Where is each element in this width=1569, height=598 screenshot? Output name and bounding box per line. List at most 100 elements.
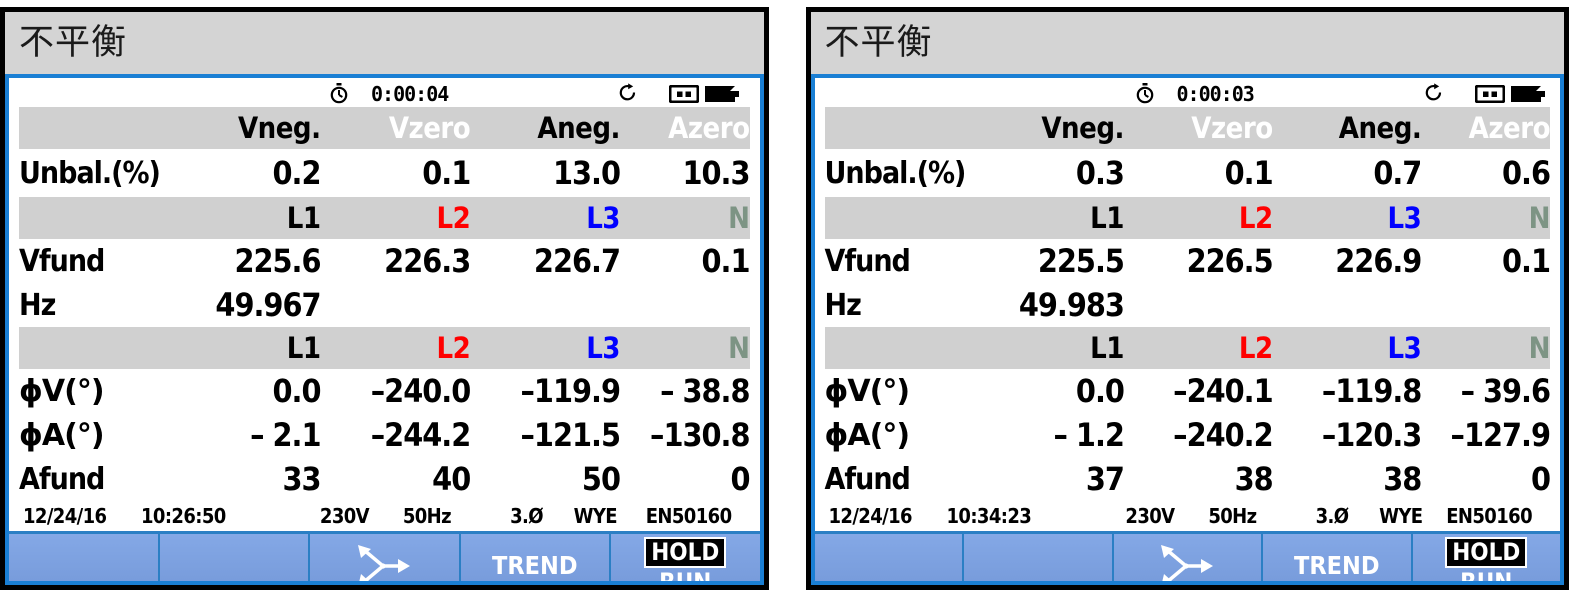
row-label-afund: Afund xyxy=(19,461,105,497)
unbal-vzero-value: 0.1 xyxy=(1224,154,1274,192)
info-wiring: WYE xyxy=(573,504,618,528)
softkey-2[interactable] xyxy=(964,534,1114,581)
softkey-trend-label: TREND xyxy=(1293,551,1380,580)
hdr-vzero: Vzero xyxy=(388,111,471,145)
run-label: RUN xyxy=(1460,568,1513,585)
phiv-n-value: – 38.8 xyxy=(660,372,750,410)
table-row-unbal: Unbal.(%) 0.2 0.1 13.0 10.3 xyxy=(19,149,750,197)
unbal-vneg-value: 0.3 xyxy=(1075,154,1125,192)
row-label-phia: ϕA(°) xyxy=(19,417,105,453)
stopwatch-icon xyxy=(329,83,349,104)
vfund-n-value: 0.1 xyxy=(701,242,751,280)
phase2-blank xyxy=(19,327,171,369)
hz-l3-value xyxy=(1273,283,1422,327)
info-nominal-frequency: 50Hz xyxy=(1208,504,1257,528)
info-date: 12/24/16 xyxy=(828,504,913,528)
afund-l2-value: 38 xyxy=(1234,460,1274,498)
status-strip: 0:00:03 xyxy=(825,81,1551,107)
phiv-l1-value: 0.0 xyxy=(272,372,322,410)
table-row-unbal: Unbal.(%) 0.3 0.1 0.7 0.6 xyxy=(824,149,1551,197)
phase-header-row-2: L1 L2 L3 N xyxy=(824,327,1550,369)
softkey-hold-run[interactable]: HOLD RUN xyxy=(1412,534,1560,585)
phia-l3-value: –121.5 xyxy=(520,416,621,454)
info-nominal-frequency: 50Hz xyxy=(402,504,452,528)
phia-n-value: –127.9 xyxy=(1450,416,1551,454)
elapsed-timer: 0:00:03 xyxy=(1176,82,1255,106)
phase2-l2: L2 xyxy=(1238,331,1273,365)
memory-card-icon xyxy=(1474,85,1505,103)
vfund-l1-value: 225.6 xyxy=(234,242,321,280)
phase2-l2: L2 xyxy=(436,331,471,365)
afund-l1-value: 37 xyxy=(1085,460,1125,498)
softkey-trend[interactable]: TREND xyxy=(460,534,611,581)
phia-l1-value: – 1.2 xyxy=(1053,416,1125,454)
phia-l2-value: –244.2 xyxy=(370,416,471,454)
table-row-phiv: ϕV(°) 0.0 –240.0 –119.9 – 38.8 xyxy=(19,369,750,413)
table-row-hz: Hz 49.967 xyxy=(19,283,750,327)
softkey-2[interactable] xyxy=(159,534,310,581)
softkey-1[interactable] xyxy=(9,534,160,581)
softkey-phasor[interactable] xyxy=(310,534,461,581)
row-label-unbal: Unbal.(%) xyxy=(824,155,967,191)
afund-l3-value: 38 xyxy=(1383,460,1422,498)
window-titlebar-left: 不平衡 xyxy=(5,12,764,74)
vfund-l3-value: 226.7 xyxy=(533,242,621,280)
row-label-vfund: Vfund xyxy=(19,243,105,279)
softkey-trend[interactable]: TREND xyxy=(1263,534,1413,581)
hold-label: HOLD xyxy=(1445,537,1528,568)
softkey-bar: TREND HOLD RUN xyxy=(9,531,760,581)
unbal-aneg-value: 0.7 xyxy=(1373,154,1422,192)
phase2-l3: L3 xyxy=(586,331,620,365)
phiv-l3-value: –119.9 xyxy=(520,372,621,410)
battery-full-icon xyxy=(705,84,743,104)
table-row-hz: Hz 49.983 xyxy=(824,283,1550,327)
info-time: 10:34:23 xyxy=(946,504,1032,528)
afund-l2-value: 40 xyxy=(432,460,471,498)
unbal-vneg-value: 0.2 xyxy=(272,154,322,192)
table-row-vfund: Vfund 225.5 226.5 226.9 0.1 xyxy=(824,239,1551,283)
phase-header-row-2: L1 L2 L3 N xyxy=(19,327,750,369)
row-label-phia: ϕA(°) xyxy=(824,417,911,453)
row-label-phiv: ϕV(°) xyxy=(19,373,105,409)
hdr-azero: Azero xyxy=(1468,111,1551,145)
softkey-hold-run[interactable]: HOLD RUN xyxy=(611,534,760,581)
afund-n-value: 0 xyxy=(730,460,750,498)
analyzer-screen-left: 不平衡 0:00:04 xyxy=(0,7,769,590)
info-standard: EN50160 xyxy=(1446,504,1532,528)
hz-l2-value xyxy=(321,283,471,327)
vfund-l2-value: 226.5 xyxy=(1186,242,1274,280)
hdr-vzero: Vzero xyxy=(1191,111,1273,145)
phase1-l1: L1 xyxy=(1090,201,1124,235)
row-label-hz: Hz xyxy=(824,287,862,323)
phase2-l3: L3 xyxy=(1387,331,1422,365)
hdr-aneg: Aneg. xyxy=(537,111,620,145)
hz-l2-value xyxy=(1124,283,1273,327)
status-info-line: 12/24/16 10:26:50 230V 50Hz 3.Ø WYE EN50… xyxy=(19,501,750,531)
softkey-1[interactable] xyxy=(814,534,964,581)
row-label-afund: Afund xyxy=(824,461,911,497)
info-nominal-voltage: 230V xyxy=(1125,504,1175,528)
phase1-blank xyxy=(19,197,171,239)
unbal-azero-value: 0.6 xyxy=(1502,154,1551,192)
phia-l3-value: –120.3 xyxy=(1321,416,1422,454)
phiv-l3-value: –119.8 xyxy=(1321,372,1422,410)
refresh-icon xyxy=(618,83,638,104)
hdr-vneg: Vneg. xyxy=(1041,111,1124,145)
phasor-diagram-icon xyxy=(355,543,413,581)
afund-n-value: 0 xyxy=(1530,460,1551,498)
status-info-line: 12/24/16 10:34:23 230V 50Hz 3.Ø WYE EN50… xyxy=(825,501,1551,531)
hdr-azero: Azero xyxy=(668,111,750,145)
phase1-l3: L3 xyxy=(1387,201,1422,235)
battery-full-icon xyxy=(1510,84,1549,104)
memory-card-icon xyxy=(669,85,699,103)
unbal-azero-value: 10.3 xyxy=(682,154,750,192)
lcd-display-left: 0:00:04 xyxy=(5,74,764,585)
hz-l1-value: 49.983 xyxy=(1018,286,1125,324)
row-label-phiv: ϕV(°) xyxy=(824,373,911,409)
analyzer-screen-right: 不平衡 0:00:03 xyxy=(805,7,1569,590)
quantity-header-row: Vneg. Vzero Aneg. Azero xyxy=(824,107,1551,149)
info-time: 10:26:50 xyxy=(141,504,226,528)
page-title: 不平衡 xyxy=(824,22,933,63)
softkey-phasor[interactable] xyxy=(1113,534,1263,581)
hz-l1-value: 49.967 xyxy=(215,286,321,324)
